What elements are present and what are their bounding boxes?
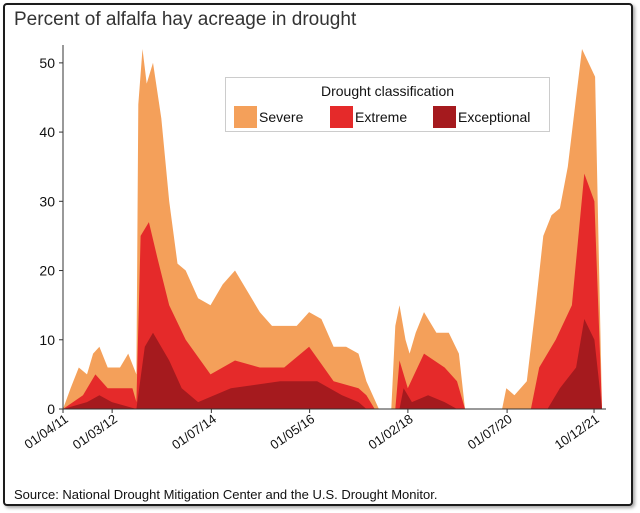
area-chart: 0 10 20 30 40 50 01/04/11 01/03/12 01/07/14 01/05… (21, 45, 606, 452)
legend-title: Drought classification (320, 83, 455, 99)
y-tick-label: 0 (47, 401, 55, 417)
source-note: Source: National Drought Mitigation Cent… (14, 487, 438, 502)
legend-swatch-severe (234, 106, 257, 128)
legend: Drought classification Severe Extreme Ex… (225, 77, 550, 132)
y-tick-label: 40 (39, 124, 55, 140)
y-tick-label: 20 (39, 263, 55, 279)
chart-frame: Percent of alfalfa hay acreage in drough… (3, 3, 633, 506)
area-severe (63, 49, 602, 409)
chart-title: Percent of alfalfa hay acreage in drough… (14, 9, 357, 30)
x-tick-label: 01/02/18 (366, 411, 416, 452)
legend-label-exceptional: Exceptional (458, 109, 531, 125)
y-tick-label: 50 (39, 55, 55, 71)
area-extreme (63, 173, 602, 409)
x-tick-label: 01/07/14 (169, 411, 219, 452)
x-tick-label: 01/03/12 (70, 411, 120, 452)
x-tick-label: 01/04/11 (21, 411, 70, 452)
x-tick-label: 01/05/16 (267, 411, 317, 452)
area-exceptional (63, 319, 602, 409)
x-tick-label: 01/07/20 (465, 411, 515, 452)
legend-swatch-extreme (330, 106, 353, 128)
x-tick-label: 10/12/21 (552, 411, 602, 452)
legend-label-severe: Severe (259, 109, 304, 125)
legend-swatch-exceptional (433, 106, 456, 128)
y-tick-label: 10 (39, 332, 55, 348)
y-tick-label: 30 (39, 193, 55, 209)
legend-label-extreme: Extreme (355, 109, 408, 125)
series-areas (63, 49, 602, 409)
